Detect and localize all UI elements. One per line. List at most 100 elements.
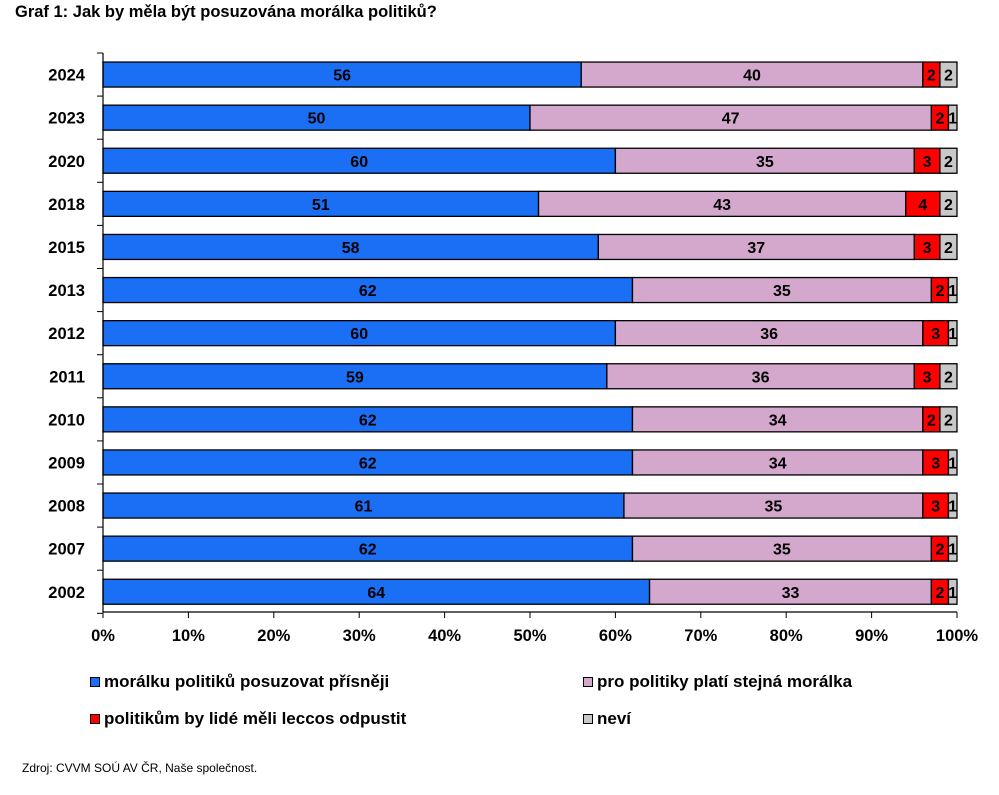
data-label: 36 <box>760 326 778 343</box>
x-tick-label: 40% <box>428 627 461 645</box>
x-tick-label: 90% <box>855 627 888 645</box>
category-label: 2012 <box>48 325 85 343</box>
data-label: 50 <box>308 111 326 128</box>
data-label: 34 <box>769 455 787 472</box>
data-label: 33 <box>782 585 800 602</box>
legend-swatch-dontknow <box>583 714 593 724</box>
data-label: 2 <box>944 154 953 171</box>
bar-segment <box>947 319 958 347</box>
data-label: 62 <box>359 412 377 429</box>
bar-segment <box>939 233 958 261</box>
legend-swatch-same <box>583 677 593 687</box>
bar-segment <box>939 61 958 88</box>
data-label: 2 <box>935 585 944 602</box>
data-label: 1 <box>948 499 957 516</box>
x-tick-label: 50% <box>513 627 546 645</box>
bar-segment <box>947 535 958 562</box>
x-tick-label: 20% <box>257 627 290 645</box>
bar-segment <box>939 363 958 390</box>
bar-segment <box>947 449 958 476</box>
legend-swatch-forgive <box>90 714 100 724</box>
bar-segment <box>597 233 915 261</box>
bar-segment <box>947 578 958 605</box>
bar-segment <box>102 406 634 433</box>
data-label: 40 <box>743 68 761 85</box>
bar-segment <box>529 104 933 131</box>
data-label: 2 <box>935 542 944 559</box>
bar-segment <box>606 363 915 390</box>
bar-segment <box>947 104 958 131</box>
data-label: 3 <box>923 369 932 386</box>
legend-item-stricter: morálku politiků posuzovat přísněji <box>90 672 389 692</box>
data-label: 62 <box>359 283 377 300</box>
x-tick-label: 80% <box>770 627 803 645</box>
bar-segment <box>648 578 933 605</box>
category-label: 2008 <box>48 498 85 516</box>
x-tick-label: 0% <box>91 627 115 645</box>
x-tick-label: 100% <box>936 627 979 645</box>
category-label: 2015 <box>48 239 85 257</box>
x-tick-label: 30% <box>343 627 376 645</box>
bar-segment <box>102 363 608 390</box>
data-label: 59 <box>346 369 364 386</box>
bar-segment <box>614 319 924 347</box>
bar-segment <box>913 147 941 174</box>
data-label: 3 <box>931 499 940 516</box>
bar-segment <box>623 492 924 519</box>
data-label: 1 <box>948 283 957 300</box>
bar-segment <box>913 363 941 390</box>
legend-item-forgive: politikům by lidé měli leccos odpustit <box>90 709 406 729</box>
data-label: 36 <box>752 369 770 386</box>
data-label: 56 <box>333 68 351 85</box>
data-label: 37 <box>747 240 765 257</box>
data-label: 1 <box>948 111 957 128</box>
bar-segment <box>939 190 958 218</box>
x-tick-label: 10% <box>172 627 205 645</box>
data-label: 35 <box>756 154 774 171</box>
data-label: 2 <box>944 68 953 85</box>
bar-segment <box>102 104 531 131</box>
legend-item-same: pro politiky platí stejná morálka <box>583 672 852 692</box>
category-label: 2020 <box>48 153 85 171</box>
data-label: 2 <box>944 369 953 386</box>
data-label: 60 <box>350 154 368 171</box>
data-label: 62 <box>359 455 377 472</box>
legend-swatch-stricter <box>90 677 100 687</box>
legend-label-stricter: morálku politiků posuzovat přísněji <box>104 672 390 691</box>
data-label: 51 <box>312 197 330 214</box>
data-label: 2 <box>944 197 953 214</box>
data-label: 1 <box>948 455 957 472</box>
bar-segment <box>947 492 958 519</box>
data-label: 2 <box>944 412 953 429</box>
chart-title: Graf 1: Jak by měla být posuzována morál… <box>15 3 437 21</box>
bar-segment <box>947 276 958 304</box>
bar-segment <box>102 276 634 304</box>
legend-label-forgive: politikům by lidé měli leccos odpustit <box>104 709 407 728</box>
category-label: 2018 <box>48 196 85 214</box>
data-label: 34 <box>769 412 787 429</box>
data-label: 3 <box>931 326 940 343</box>
bar-segment <box>102 233 599 261</box>
data-label: 2 <box>927 68 936 85</box>
data-label: 62 <box>359 542 377 559</box>
category-label: 2023 <box>48 110 85 128</box>
data-label: 2 <box>935 111 944 128</box>
data-label: 2 <box>935 283 944 300</box>
data-label: 64 <box>367 585 385 602</box>
data-label: 35 <box>764 499 782 516</box>
bar-segment <box>102 492 625 519</box>
legend-label-same: pro politiky platí stejná morálka <box>597 672 853 691</box>
data-label: 1 <box>948 326 957 343</box>
data-label: 3 <box>923 154 932 171</box>
category-label: 2013 <box>48 282 85 300</box>
data-label: 4 <box>918 197 927 214</box>
data-label: 2 <box>944 240 953 257</box>
data-label: 61 <box>355 499 373 516</box>
category-label: 2007 <box>48 541 85 559</box>
data-label: 60 <box>350 326 368 343</box>
category-label: 2024 <box>48 67 86 85</box>
data-label: 3 <box>923 240 932 257</box>
category-label: 2002 <box>48 584 85 602</box>
data-label: 43 <box>713 197 731 214</box>
